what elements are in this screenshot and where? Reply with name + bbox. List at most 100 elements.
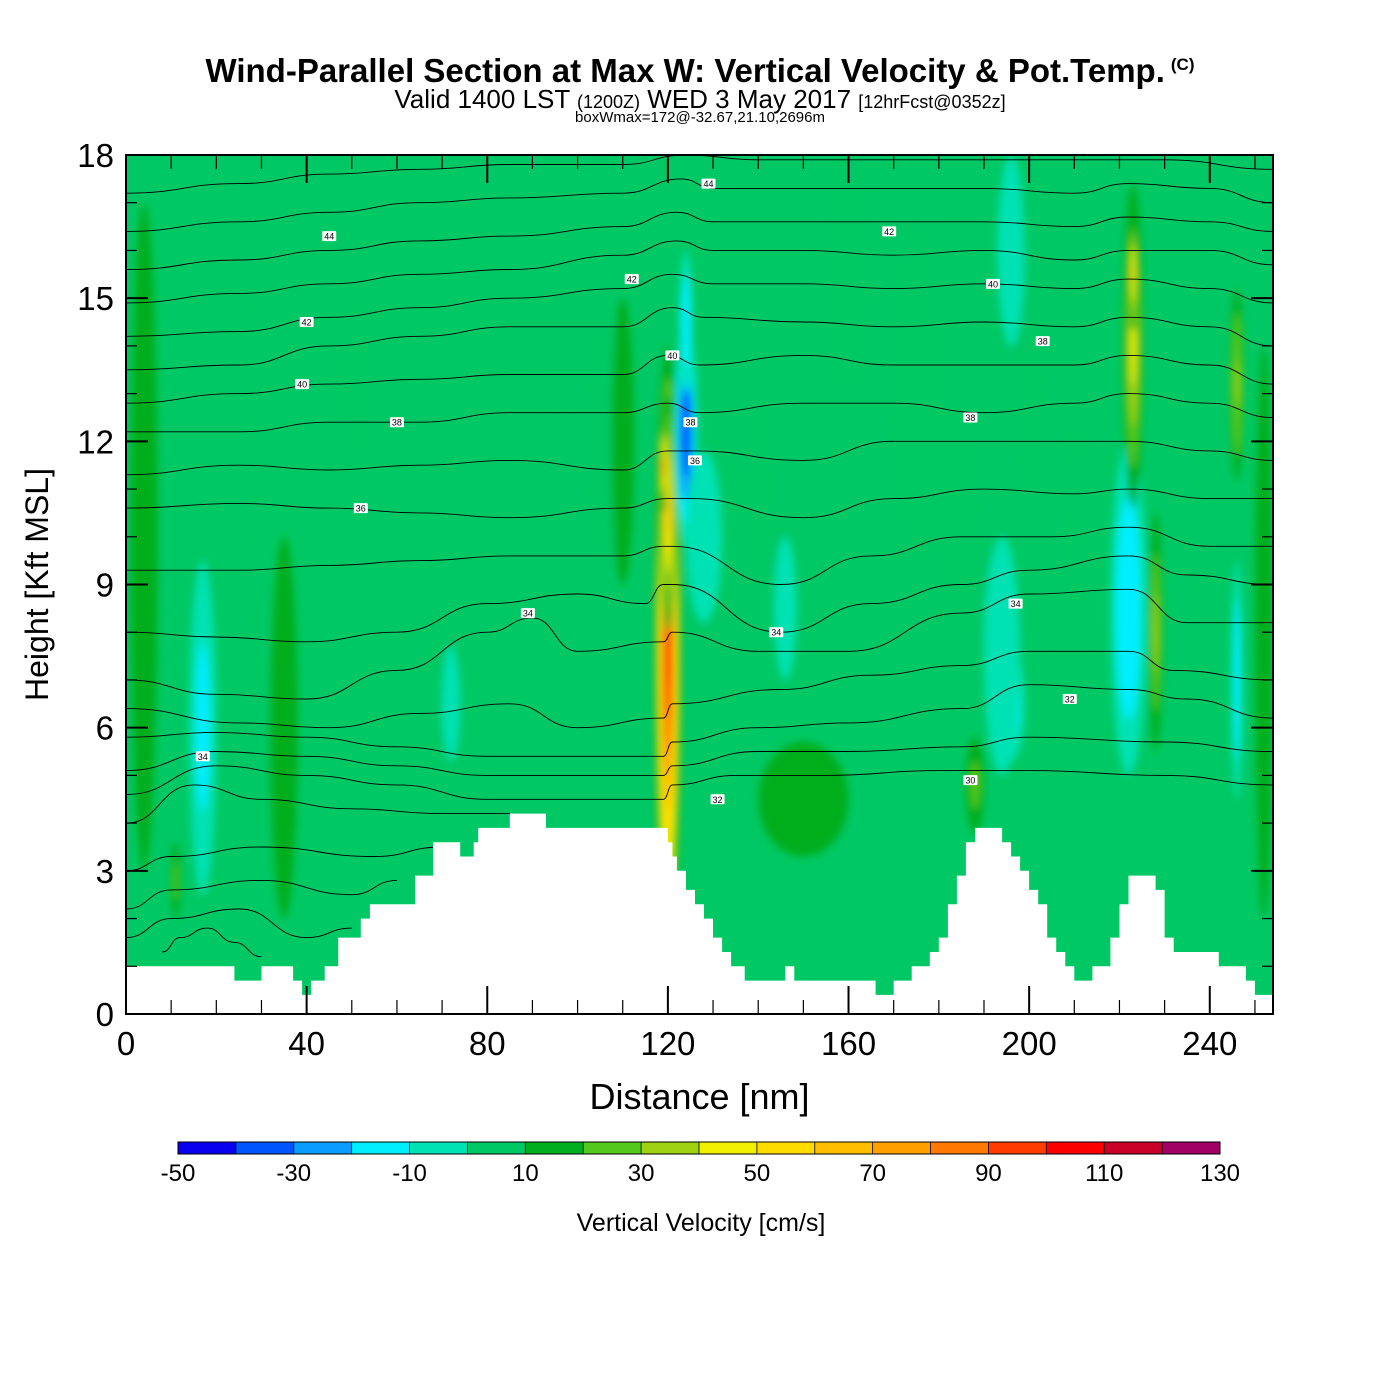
contour-label: 34 bbox=[771, 628, 781, 638]
colorbar-tick-label: 30 bbox=[628, 1160, 655, 1187]
contour-label-bg bbox=[295, 379, 310, 390]
colorbar-swatch bbox=[293, 1142, 353, 1154]
colorbar-label: Vertical Velocity [cm/s] bbox=[577, 1209, 826, 1237]
contour-label-bg bbox=[389, 417, 404, 428]
contour-label-bg bbox=[963, 412, 978, 423]
colorbar-swatch bbox=[872, 1142, 932, 1154]
theta-contour bbox=[126, 488, 1273, 519]
theta-contour bbox=[126, 908, 352, 939]
theta-contour bbox=[126, 240, 1273, 304]
theta-contour bbox=[126, 765, 1273, 800]
contour-label-bg bbox=[624, 274, 639, 285]
velocity-cell bbox=[661, 458, 666, 473]
theta-isentropes bbox=[126, 155, 1273, 958]
contour-label: 44 bbox=[324, 232, 334, 242]
x-tick-label: 120 bbox=[640, 1025, 695, 1062]
chart-subtitle: Valid 1400 LST (1200Z) WED 3 May 2017 [1… bbox=[0, 84, 1400, 115]
valid-time: Valid 1400 LST bbox=[394, 84, 570, 114]
theta-contour bbox=[126, 588, 1273, 700]
colorbar-swatch bbox=[525, 1142, 584, 1154]
colorbar-tick-label: 110 bbox=[1085, 1160, 1123, 1187]
colorbar-tick-label: 10 bbox=[512, 1160, 539, 1187]
contour-label: 42 bbox=[627, 275, 637, 285]
theta-contour bbox=[126, 354, 1273, 404]
y-tick-label: 12 bbox=[77, 423, 114, 460]
theta-contour bbox=[126, 555, 1273, 643]
x-axis-label: Distance [nm] bbox=[589, 1076, 809, 1117]
velocity-cell bbox=[731, 384, 786, 595]
colorbar-swatch bbox=[235, 1142, 295, 1154]
contour-label-bg bbox=[769, 627, 784, 638]
velocity-cell bbox=[1004, 202, 1018, 299]
x-tick-label: 80 bbox=[469, 1025, 506, 1062]
theta-contour bbox=[126, 526, 1273, 585]
contour-label: 36 bbox=[356, 504, 366, 514]
colorbar-swatch bbox=[930, 1142, 989, 1154]
velocity-cell bbox=[1234, 640, 1239, 720]
colorbar-tick-label: 90 bbox=[975, 1160, 1002, 1187]
contour-label: 34 bbox=[198, 752, 208, 762]
colorbar-swatch bbox=[409, 1142, 468, 1154]
chart-title: Wind-Parallel Section at Max W: Vertical… bbox=[0, 52, 1400, 90]
contour-label: 40 bbox=[667, 351, 677, 361]
velocity-cell bbox=[611, 298, 635, 585]
contour-label: 42 bbox=[302, 318, 312, 328]
x-tick-label: 200 bbox=[1002, 1025, 1057, 1062]
terrain-fill bbox=[126, 813, 1273, 1014]
velocity-cell bbox=[694, 493, 714, 580]
contour-label-bg bbox=[710, 794, 725, 805]
contour-label-bg bbox=[1035, 336, 1050, 347]
velocity-cell bbox=[683, 298, 689, 346]
velocity-cell bbox=[1122, 552, 1135, 665]
colorbar-tick-label: 70 bbox=[859, 1160, 886, 1187]
velocity-cell bbox=[270, 536, 298, 919]
y-tick-label: 0 bbox=[96, 996, 114, 1033]
colorbar-swatch bbox=[814, 1142, 874, 1154]
velocity-cell bbox=[758, 741, 849, 857]
contour-label-bg bbox=[683, 417, 698, 428]
colorbar-swatch bbox=[467, 1142, 526, 1154]
y-tick-label: 6 bbox=[96, 710, 114, 747]
velocity-cell bbox=[173, 861, 178, 900]
colorbar-swatch bbox=[756, 1142, 816, 1154]
contour-label: 38 bbox=[1038, 337, 1048, 347]
colorbar-swatch bbox=[1046, 1142, 1105, 1154]
utc-time: (1200Z) bbox=[577, 92, 641, 112]
y-tick-label: 3 bbox=[96, 853, 114, 890]
y-axis-label: Height [Kft MSL] bbox=[19, 468, 55, 701]
forecast-info: [12hrFcst@0352z] bbox=[858, 92, 1006, 112]
contour-label-bg bbox=[1062, 694, 1077, 705]
colorbar-swatch bbox=[178, 1142, 237, 1154]
velocity-cell bbox=[195, 644, 210, 812]
theta-contour-labels: 44 44 42 42 42 40 40 40 38 38 38 38 36 36 34 34 34 34 32 32… bbox=[195, 178, 1077, 805]
theta-contour bbox=[126, 155, 1273, 194]
theta-contour bbox=[126, 211, 1273, 270]
colorbar: -50 -30 -10 10 30 50 70 90 110 130 Vertical Veloci… bbox=[161, 1141, 1240, 1237]
theta-contour bbox=[126, 784, 510, 824]
contour-label: 34 bbox=[1011, 599, 1021, 609]
theta-contour bbox=[162, 927, 262, 958]
velocity-cell bbox=[665, 625, 670, 688]
y-tick-label: 9 bbox=[96, 567, 114, 604]
velocity-cells bbox=[130, 155, 1273, 967]
x-tick-label: 0 bbox=[117, 1025, 135, 1062]
contour-label-bg bbox=[1008, 598, 1023, 609]
contour-label-bg bbox=[665, 350, 680, 361]
x-tick-label: 240 bbox=[1182, 1025, 1237, 1062]
velocity-cell bbox=[577, 298, 623, 585]
y-tick-label: 15 bbox=[77, 280, 114, 317]
velocity-cell bbox=[665, 493, 670, 533]
copyright-mark: (C) bbox=[1170, 55, 1195, 74]
contour-label: 36 bbox=[690, 456, 700, 466]
contour-label: 38 bbox=[685, 418, 695, 428]
contour-label: 32 bbox=[713, 795, 723, 805]
theta-contour bbox=[126, 684, 1273, 757]
contour-label: 34 bbox=[523, 609, 533, 619]
contour-label-bg bbox=[986, 278, 1001, 289]
contour-label-bg bbox=[963, 775, 978, 786]
velocity-cell bbox=[415, 536, 452, 776]
contour-label: 38 bbox=[965, 413, 975, 423]
colorbar-tick-label: -10 bbox=[392, 1160, 427, 1187]
